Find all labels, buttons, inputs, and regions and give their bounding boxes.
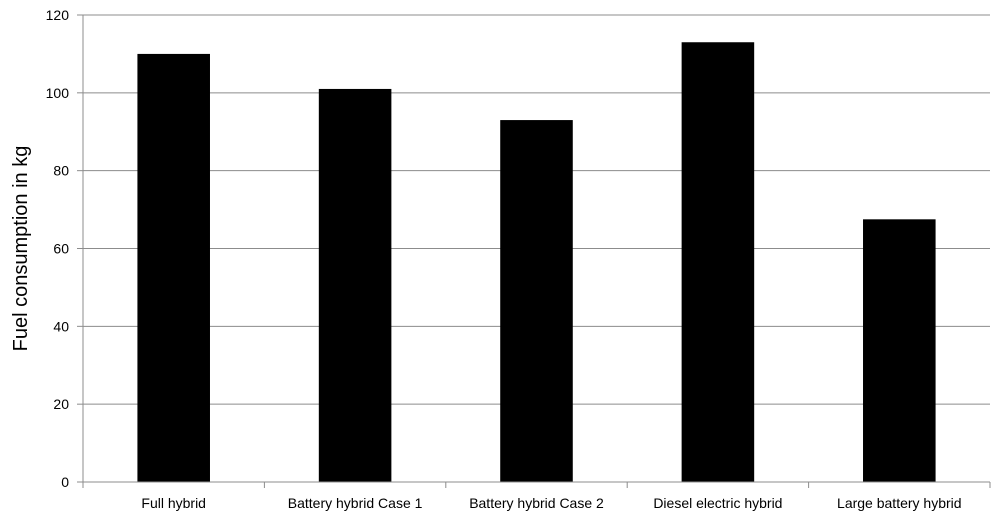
y-tick-label: 40: [53, 318, 69, 334]
x-tick-label: Diesel electric hybrid: [653, 495, 782, 511]
y-axis-title: Fuel consumption in kg: [10, 146, 32, 352]
bar: [500, 120, 573, 482]
x-tick-label: Battery hybrid Case 1: [288, 495, 423, 511]
bar: [137, 53, 210, 483]
x-tick-label: Large battery hybrid: [837, 495, 962, 511]
y-tick-label: 120: [46, 7, 70, 23]
x-tick-labels: Full hybrid Battery hybrid Case 1 Battery …: [141, 495, 961, 511]
y-tick-label: 0: [61, 474, 69, 490]
y-tick-label: 80: [53, 163, 69, 179]
y-tick-label: 100: [46, 85, 70, 101]
y-tick-labels: 0 20 40 60 80 100 120: [46, 7, 70, 490]
bar: [681, 42, 755, 482]
y-tick-label: 60: [53, 241, 69, 257]
bar: [863, 219, 936, 482]
x-tick-label: Battery hybrid Case 2: [469, 495, 604, 511]
x-tick-label: Full hybrid: [141, 495, 206, 511]
axes: [82, 15, 990, 483]
bars: [137, 42, 936, 483]
bar: [318, 88, 392, 483]
y-tick-label: 20: [53, 396, 69, 412]
